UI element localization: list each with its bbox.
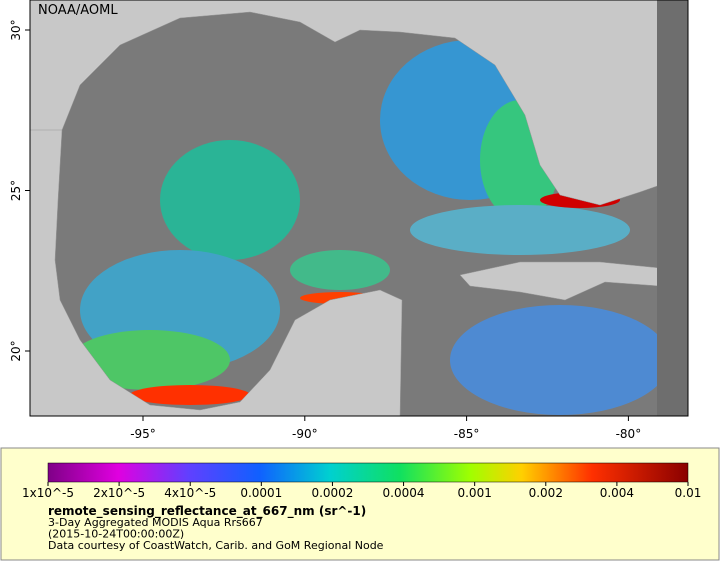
caption-title: remote_sensing_reflectance_at_667_nm (sr… bbox=[48, 504, 366, 519]
credit: NOAA/AOML bbox=[38, 3, 118, 18]
reflectance-patches bbox=[70, 40, 670, 415]
lon-tick-label: -80° bbox=[616, 427, 642, 441]
lat-tick-label: 20° bbox=[9, 340, 23, 361]
land-north bbox=[30, 0, 661, 206]
colorbar-tick-label: 1x10^-5 bbox=[22, 486, 74, 500]
colorbar-tick-label: 0.004 bbox=[600, 486, 634, 500]
colorbar-tick-label: 0.002 bbox=[529, 486, 563, 500]
lat-tick-label: 25° bbox=[9, 180, 23, 201]
colorbar-tick-label: 0.001 bbox=[457, 486, 491, 500]
no-data-strip bbox=[657, 0, 688, 416]
colorbar-tick-label: 0.0001 bbox=[240, 486, 282, 500]
lon-tick-label: -85° bbox=[454, 427, 480, 441]
caption-line: (2015-10-24T00:00:00Z) bbox=[48, 528, 184, 541]
land-west bbox=[30, 129, 403, 416]
colorbar-tick-label: 0.0004 bbox=[383, 486, 425, 500]
colorbar bbox=[47, 462, 689, 483]
map-frame bbox=[29, 0, 689, 417]
land-cuba bbox=[459, 261, 661, 301]
caption-line: Data courtesy of CoastWatch, Carib. and … bbox=[48, 539, 384, 552]
caption-line: 3-Day Aggregated MODIS Aqua Rrs667 bbox=[48, 516, 263, 529]
colorbar-tick-label: 0.01 bbox=[675, 486, 702, 500]
lon-tick-label: -95° bbox=[130, 427, 156, 441]
colorbar-tick-label: 4x10^-5 bbox=[164, 486, 216, 500]
colorbar-tick-label: 2x10^-5 bbox=[93, 486, 145, 500]
lon-tick-label: -90° bbox=[292, 427, 318, 441]
colorbar-tick-label: 0.0002 bbox=[311, 486, 353, 500]
map: NOAA/AOML bbox=[30, 0, 688, 416]
lat-tick-label: 30° bbox=[9, 19, 23, 40]
